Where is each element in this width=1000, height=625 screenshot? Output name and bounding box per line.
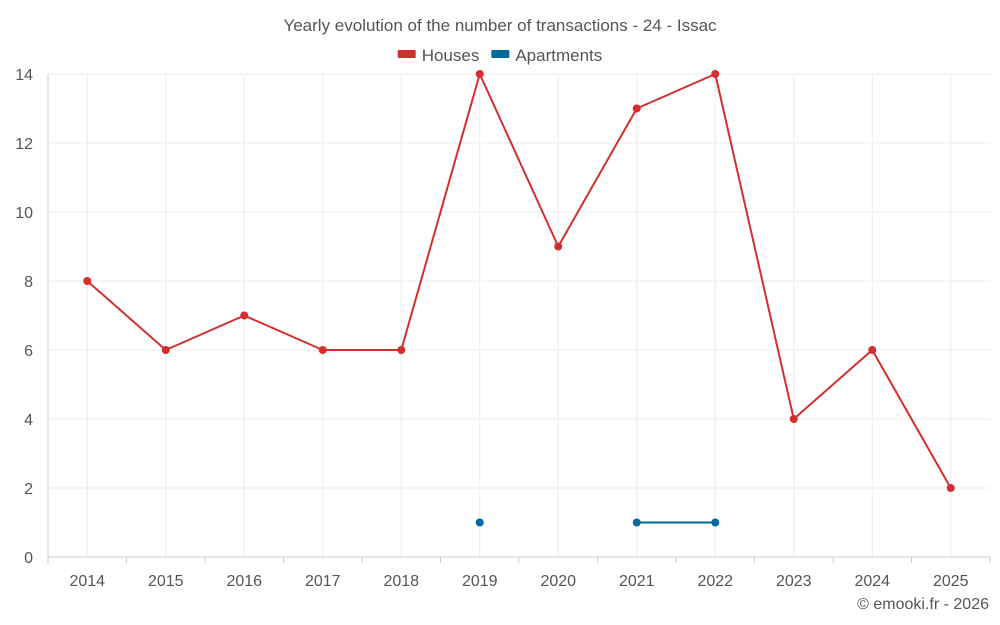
x-tick-label: 2025	[933, 573, 969, 590]
axes: 0 2 4 6 8 10 12 14 2014 2015 2016 2017 2018 2019 2020 2…	[15, 67, 991, 590]
x-tick-label: 2016	[226, 573, 262, 590]
x-tick-label: 2021	[619, 573, 655, 590]
x-tick-label: 2015	[148, 573, 184, 590]
x-tick-label: 2022	[697, 573, 733, 590]
legend-label: Apartments	[515, 46, 602, 65]
legend-item-houses[interactable]: Houses	[397, 46, 480, 65]
legend-swatch	[491, 50, 510, 58]
y-tick-label: 0	[24, 550, 33, 567]
x-tick-label: 2019	[462, 573, 498, 590]
data-point-houses	[632, 104, 641, 113]
data-point-houses	[789, 415, 798, 423]
data-point-houses	[711, 70, 720, 78]
series-houses	[83, 70, 955, 492]
series-layer	[83, 70, 955, 527]
series-line-houses	[86, 73, 952, 489]
data-point-apartments	[632, 518, 641, 527]
y-tick-label: 6	[24, 343, 33, 360]
data-point-houses	[868, 346, 877, 354]
data-point-houses	[475, 70, 484, 78]
data-point-apartments	[711, 518, 720, 527]
credit-text: © emooki.fr - 2026	[857, 596, 989, 613]
data-point-houses	[83, 277, 92, 285]
x-tick-label: 2017	[305, 573, 341, 590]
y-tick-label: 2	[24, 481, 33, 498]
data-point-houses	[240, 311, 249, 320]
x-tick-label: 2014	[69, 573, 105, 590]
data-point-houses	[318, 346, 327, 354]
chart-title: Yearly evolution of the number of transa…	[283, 16, 717, 35]
x-tick-label: 2018	[383, 573, 419, 590]
y-tick-label: 8	[24, 274, 33, 291]
legend-swatch	[397, 50, 416, 58]
series-apartments	[475, 518, 720, 527]
y-tick-label: 4	[24, 412, 33, 429]
data-point-houses	[161, 346, 170, 354]
x-tick-label: 2023	[776, 573, 812, 590]
data-point-houses	[946, 484, 955, 492]
x-tick-label: 2020	[540, 573, 576, 590]
legend-item-apartments[interactable]: Apartments	[491, 46, 602, 65]
data-point-houses	[397, 346, 406, 354]
y-tick-label: 14	[15, 67, 33, 84]
x-tick-label: 2024	[854, 573, 890, 590]
data-point-houses	[554, 242, 563, 251]
grid	[48, 73, 990, 557]
y-tick-label: 10	[15, 205, 33, 222]
legend: Houses Apartments	[397, 46, 602, 65]
legend-label: Houses	[422, 46, 480, 65]
y-tick-label: 12	[15, 136, 33, 153]
data-point-apartments	[475, 518, 484, 527]
